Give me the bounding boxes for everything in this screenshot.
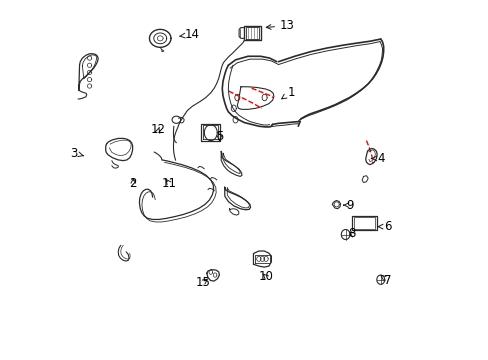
Text: 9: 9 — [343, 199, 353, 212]
Text: 2: 2 — [129, 177, 137, 190]
Text: 13: 13 — [266, 19, 294, 32]
Text: 14: 14 — [179, 28, 200, 41]
Text: 4: 4 — [371, 152, 384, 165]
Text: 10: 10 — [258, 270, 273, 283]
Text: 6: 6 — [377, 220, 391, 233]
Text: 8: 8 — [347, 227, 355, 240]
Text: 7: 7 — [380, 274, 391, 287]
Text: 11: 11 — [162, 177, 176, 190]
Text: 1: 1 — [281, 86, 294, 99]
Text: 3: 3 — [70, 147, 83, 159]
Text: 5: 5 — [215, 130, 223, 144]
Text: 12: 12 — [151, 123, 165, 136]
Text: 15: 15 — [195, 276, 210, 289]
